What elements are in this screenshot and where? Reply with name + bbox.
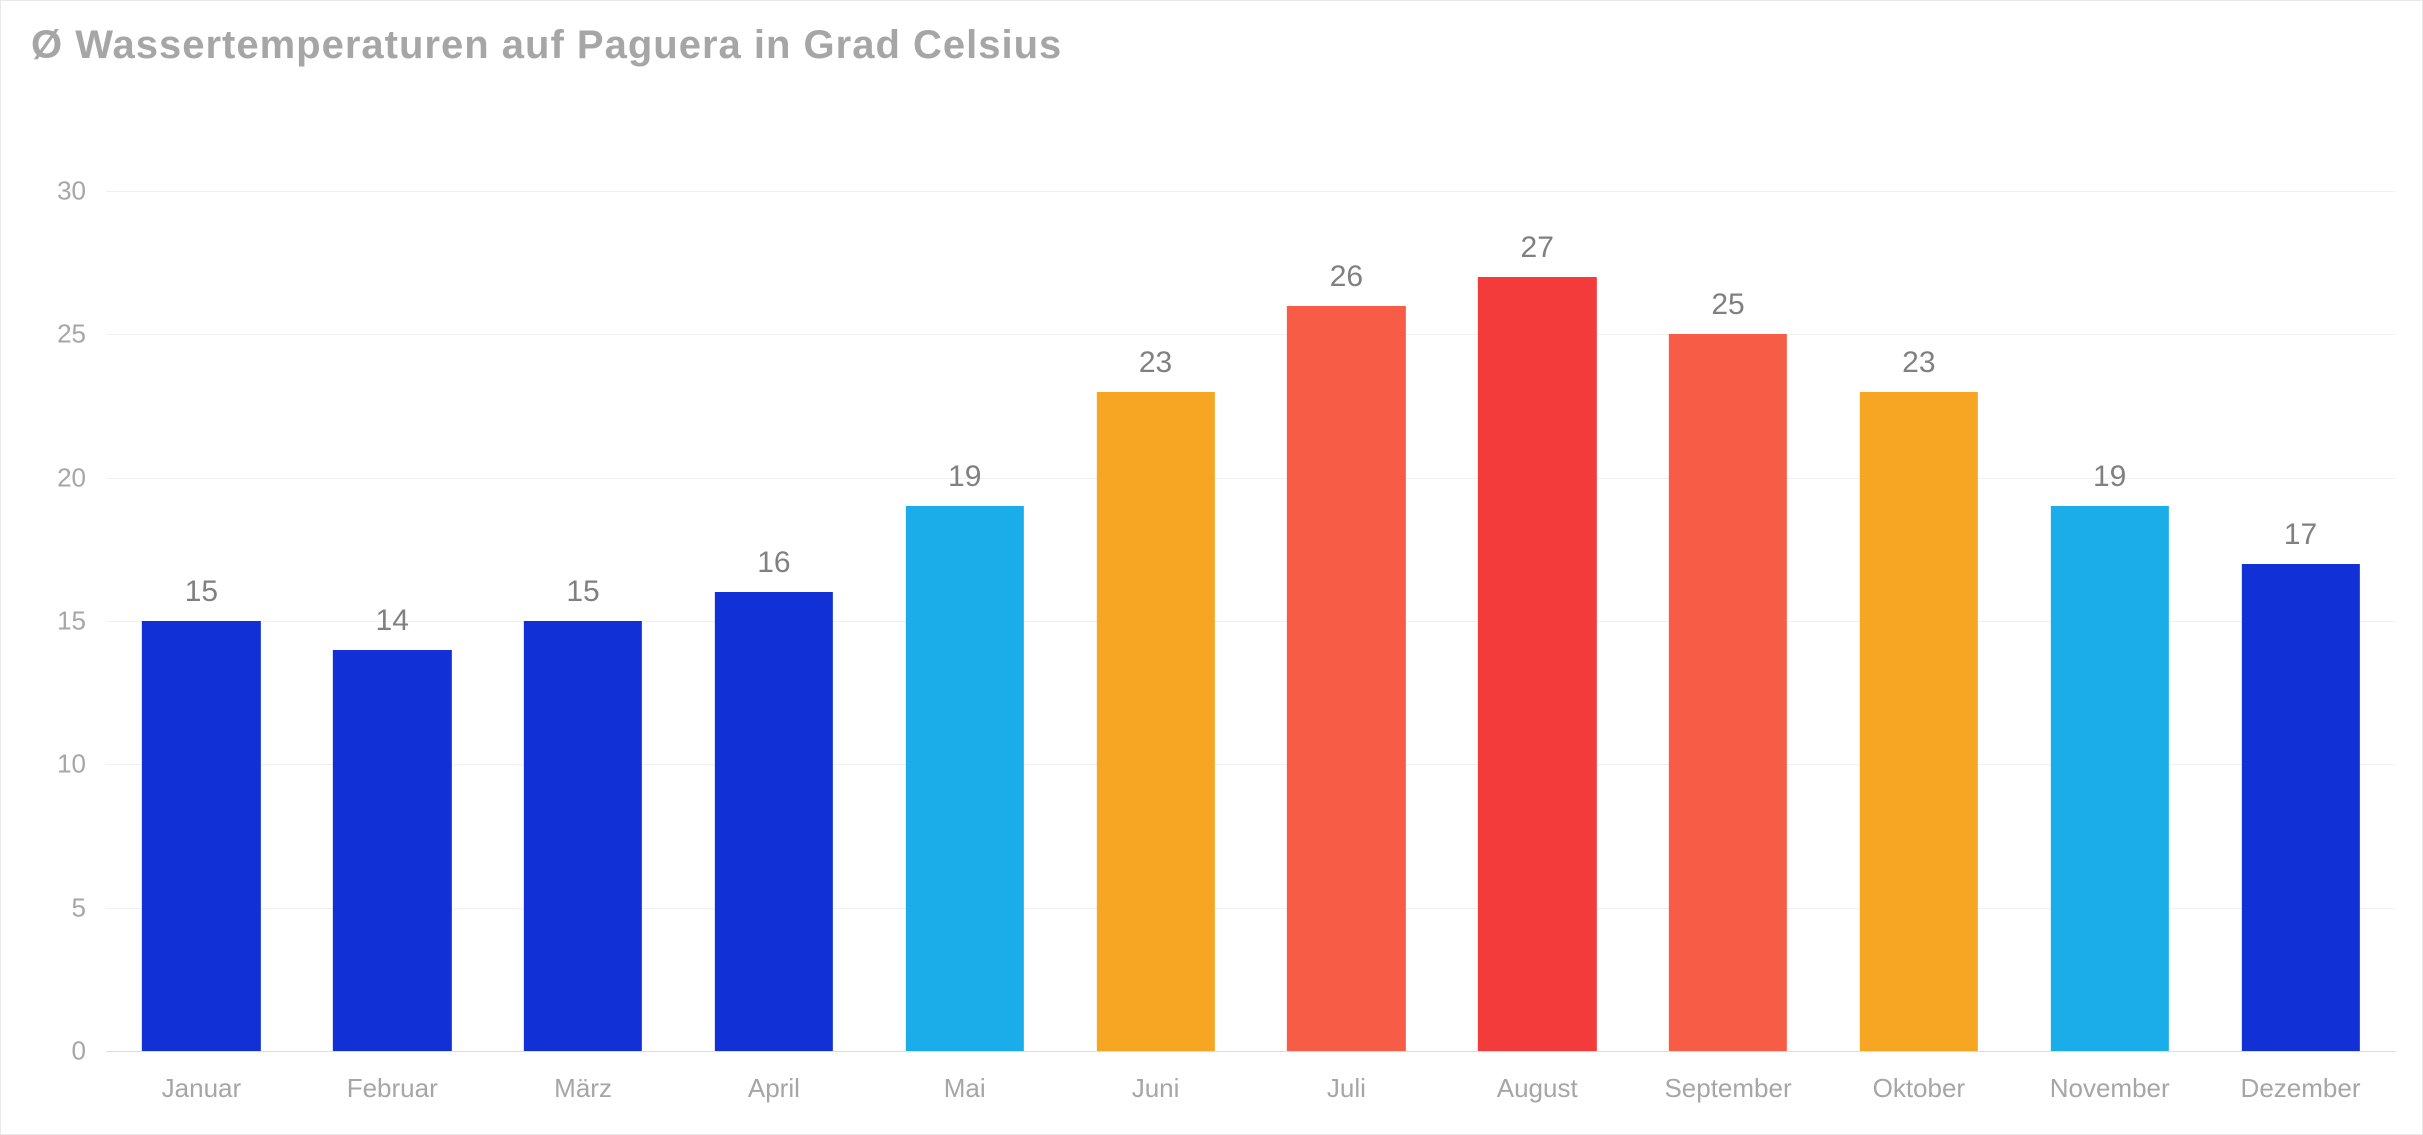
x-tick-label: Dezember [2241,1073,2361,1104]
bar [1860,392,1978,1051]
gridline [106,1051,2396,1052]
bar-slot: 19November [2014,191,2205,1051]
plot-area: 05101520253015Januar14Februar15März16Apr… [106,191,2396,1051]
x-tick-label: März [554,1073,612,1104]
y-tick-label: 25 [26,319,86,350]
bar-slot: 26Juli [1251,191,1442,1051]
bar [1096,392,1214,1051]
bar [715,592,833,1051]
x-tick-label: Juni [1132,1073,1180,1104]
y-tick-label: 20 [26,462,86,493]
bar-slot: 23Juni [1060,191,1251,1051]
bar-slot: 15März [488,191,679,1051]
bar-slot: 15Januar [106,191,297,1051]
bar-slot: 25September [1633,191,1824,1051]
bar-slot: 23Oktober [1823,191,2014,1051]
bars-row: 15Januar14Februar15März16April19Mai23Jun… [106,191,2396,1051]
x-tick-label: Mai [944,1073,986,1104]
bar [2241,564,2359,1051]
x-tick-label: November [2050,1073,2170,1104]
water-temperature-chart: Ø Wassertemperaturen auf Paguera in Grad… [0,0,2423,1135]
bar-value-label: 15 [566,575,599,609]
y-tick-label: 30 [26,176,86,207]
y-tick-label: 0 [26,1036,86,1067]
bar-value-label: 26 [1330,260,1363,294]
x-tick-label: Juli [1327,1073,1366,1104]
bar-value-label: 15 [185,575,218,609]
bar [2051,506,2169,1051]
chart-title: Ø Wassertemperaturen auf Paguera in Grad… [31,23,1062,68]
bar-slot: 27August [1442,191,1633,1051]
bar-value-label: 17 [2284,518,2317,552]
bar-slot: 14Februar [297,191,488,1051]
y-tick-label: 15 [26,606,86,637]
bar-value-label: 19 [948,460,981,494]
x-tick-label: September [1664,1073,1791,1104]
bar-value-label: 23 [1902,346,1935,380]
bar-value-label: 14 [376,604,409,638]
bar [1287,306,1405,1051]
x-tick-label: April [748,1073,800,1104]
bar-slot: 16April [678,191,869,1051]
x-tick-label: Februar [347,1073,438,1104]
y-tick-label: 5 [26,892,86,923]
x-tick-label: Oktober [1873,1073,1966,1104]
bar-slot: 19Mai [869,191,1060,1051]
y-tick-label: 10 [26,749,86,780]
bar [524,621,642,1051]
bar-value-label: 19 [2093,460,2126,494]
bar-value-label: 16 [757,546,790,580]
bar [333,650,451,1051]
bar [1478,277,1596,1051]
bar [142,621,260,1051]
bar-value-label: 23 [1139,346,1172,380]
bar-value-label: 25 [1711,288,1744,322]
bar [1669,334,1787,1051]
x-tick-label: August [1497,1073,1578,1104]
bar [906,506,1024,1051]
bar-value-label: 27 [1521,231,1554,265]
bar-slot: 17Dezember [2205,191,2396,1051]
x-tick-label: Januar [162,1073,242,1104]
